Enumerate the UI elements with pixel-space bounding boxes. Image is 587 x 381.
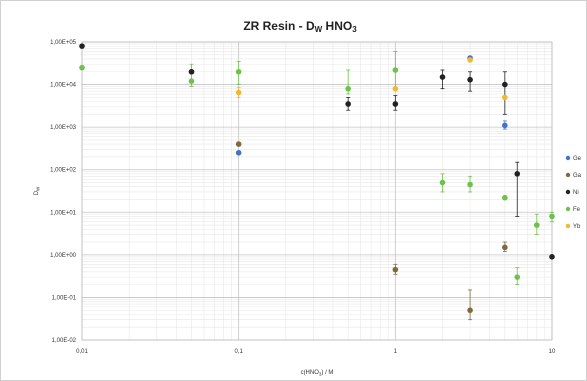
data-point [467, 57, 473, 63]
x-tick-label: 1 [394, 349, 398, 355]
chart-title-tail-subscript: 3 [352, 25, 357, 34]
legend-label: Yb [573, 224, 581, 230]
x-tick-label: 10 [549, 349, 556, 355]
data-point [235, 149, 242, 156]
x-axis-label-subscript: 3 [319, 372, 322, 377]
grid-layer [81, 41, 553, 341]
data-point [502, 244, 508, 251]
y-tick-label: 1,00E-02 [52, 338, 77, 344]
x-tick-label: 0,01 [76, 349, 88, 355]
legend-marker [565, 172, 571, 178]
legend-label: Ni [573, 190, 579, 196]
chart-title-subscript: W [315, 25, 323, 34]
plot-border [81, 41, 553, 341]
data-point [235, 141, 242, 147]
data-point [514, 274, 521, 280]
legend-marker [565, 155, 571, 161]
data-point [502, 122, 508, 129]
data-point [188, 68, 195, 75]
data-point [79, 64, 85, 71]
data-point [392, 67, 399, 73]
data-point [235, 89, 242, 96]
legend-marker [565, 189, 571, 195]
y-tick-label: 1,00E+01 [50, 210, 77, 216]
legend-label: Fe [573, 207, 581, 213]
y-tick-label: 1,00E-01 [52, 295, 77, 301]
data-point [502, 81, 508, 88]
data-point [534, 222, 540, 228]
y-tick-label: 1,00E+05 [50, 40, 77, 46]
y-axis-label-main: D [34, 190, 40, 195]
legend-marker [565, 223, 571, 229]
x-tick-label: 0,1 [234, 349, 243, 355]
data-point [514, 171, 521, 177]
data-point [79, 43, 85, 49]
data-point [439, 74, 446, 80]
y-tick-label: 1,00E+03 [50, 125, 77, 131]
tick-label-layer: 1,00E+05 1,00E+04 1,00E+03 1,00E+02 1,00E+01… [50, 40, 556, 355]
data-point [345, 85, 351, 92]
data-point [345, 101, 351, 107]
data-point [467, 307, 473, 314]
legend-label: Ga [573, 173, 582, 179]
data-point-layer [79, 43, 555, 314]
data-point [502, 194, 508, 201]
legend-label: Ge [573, 156, 582, 162]
data-point [467, 76, 473, 83]
data-point [235, 68, 242, 75]
y-axis-label-subscript: W [36, 186, 41, 191]
data-point [439, 179, 446, 186]
y-axis-label: DW [34, 186, 41, 195]
data-point [392, 266, 399, 273]
legend-marker [565, 206, 571, 212]
data-point [502, 94, 508, 101]
x-axis-label-tail: ) / M [321, 370, 333, 376]
data-point [467, 181, 473, 188]
data-point [188, 78, 195, 85]
legend: Ge Ga Ni Fe Yb [565, 155, 582, 230]
x-axis-label: c(HNO3) / M [301, 370, 334, 377]
data-point [549, 213, 555, 220]
x-axis-label-main: c(HNO [301, 370, 320, 376]
data-point [392, 101, 399, 107]
chart-title-main: ZR Resin - D [243, 19, 315, 33]
data-point [549, 254, 555, 260]
y-tick-label: 1,00E+00 [50, 253, 77, 259]
y-tick-label: 1,00E+04 [50, 83, 77, 89]
chart-title: ZR Resin - DW HNO3 [243, 19, 357, 34]
chart-title-tail: HNO [322, 19, 352, 33]
data-point [392, 85, 399, 92]
y-tick-label: 1,00E+02 [50, 168, 77, 174]
